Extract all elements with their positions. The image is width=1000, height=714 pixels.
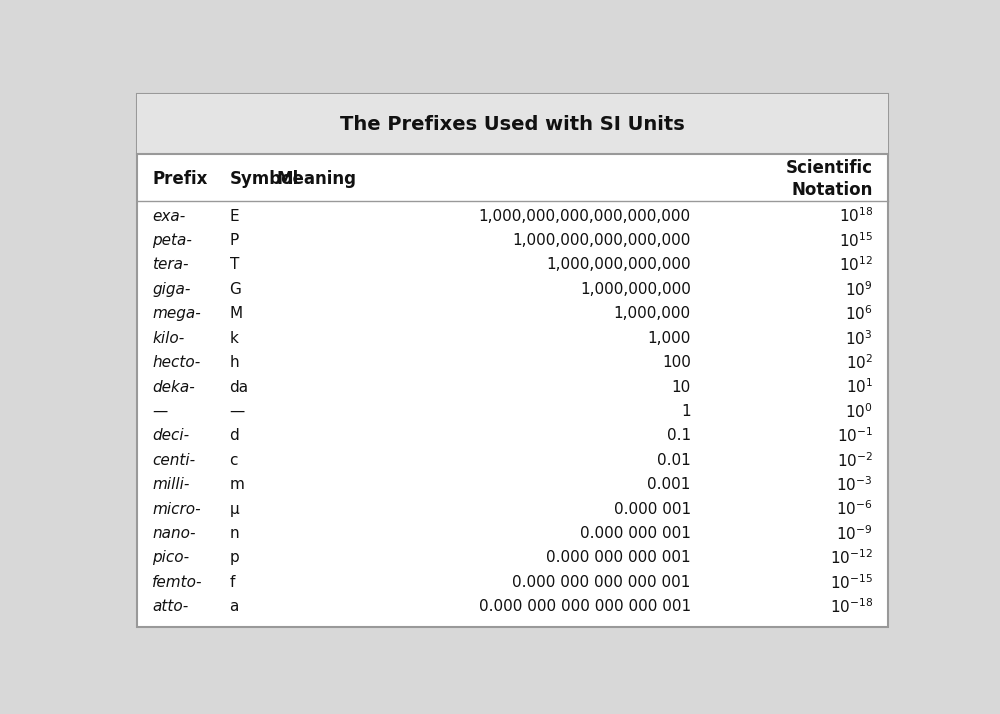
Text: 0.000 000 000 000 001: 0.000 000 000 000 001	[512, 575, 691, 590]
Text: milli-: milli-	[152, 477, 190, 492]
Text: $10^{3}$: $10^{3}$	[845, 329, 873, 348]
Text: Meaning: Meaning	[276, 170, 356, 188]
Text: The Prefixes Used with SI Units: The Prefixes Used with SI Units	[340, 115, 685, 134]
Text: m: m	[230, 477, 244, 492]
Text: —: —	[152, 404, 167, 419]
Text: deka-: deka-	[152, 380, 195, 395]
Text: peta-: peta-	[152, 233, 192, 248]
Text: mega-: mega-	[152, 306, 201, 321]
Text: $10^{-12}$: $10^{-12}$	[830, 548, 873, 568]
Text: 1: 1	[681, 404, 691, 419]
Text: $10^{-6}$: $10^{-6}$	[836, 500, 873, 518]
Text: $10^{15}$: $10^{15}$	[839, 231, 873, 250]
Text: giga-: giga-	[152, 282, 190, 297]
Text: exa-: exa-	[152, 208, 185, 223]
Text: tera-: tera-	[152, 258, 189, 273]
Text: $10^{1}$: $10^{1}$	[846, 378, 873, 396]
Text: M: M	[230, 306, 243, 321]
Text: hecto-: hecto-	[152, 355, 200, 370]
Text: Prefix: Prefix	[152, 170, 208, 188]
Text: 10: 10	[672, 380, 691, 395]
Text: $10^{0}$: $10^{0}$	[845, 402, 873, 421]
Text: 0.01: 0.01	[657, 453, 691, 468]
Text: Scientific
Notation: Scientific Notation	[786, 159, 873, 199]
Text: nano-: nano-	[152, 526, 196, 541]
Text: 0.000 000 000 000 000 001: 0.000 000 000 000 000 001	[479, 599, 691, 614]
Text: f: f	[230, 575, 235, 590]
Text: 1,000,000,000,000,000: 1,000,000,000,000,000	[512, 233, 691, 248]
Text: a: a	[230, 599, 239, 614]
Text: femto-: femto-	[152, 575, 203, 590]
Text: —: —	[230, 404, 245, 419]
Text: 0.000 000 001: 0.000 000 001	[580, 526, 691, 541]
Text: micro-: micro-	[152, 502, 201, 517]
Text: 0.001: 0.001	[647, 477, 691, 492]
Text: $10^{-15}$: $10^{-15}$	[830, 573, 873, 592]
Text: 100: 100	[662, 355, 691, 370]
Text: 0.1: 0.1	[667, 428, 691, 443]
Text: $10^{6}$: $10^{6}$	[845, 304, 873, 323]
Text: kilo-: kilo-	[152, 331, 184, 346]
Text: $10^{18}$: $10^{18}$	[839, 207, 873, 226]
Text: 0.000 001: 0.000 001	[614, 502, 691, 517]
Text: 1,000,000: 1,000,000	[614, 306, 691, 321]
Text: d: d	[230, 428, 239, 443]
Text: E: E	[230, 208, 239, 223]
FancyBboxPatch shape	[137, 94, 888, 154]
Text: G: G	[230, 282, 242, 297]
Text: atto-: atto-	[152, 599, 188, 614]
Text: $10^{-9}$: $10^{-9}$	[836, 524, 873, 543]
Text: Symbol: Symbol	[230, 170, 299, 188]
Text: da: da	[230, 380, 249, 395]
Text: 1,000,000,000,000,000,000: 1,000,000,000,000,000,000	[479, 208, 691, 223]
Text: 1,000: 1,000	[647, 331, 691, 346]
Text: 0.000 000 000 001: 0.000 000 000 001	[546, 550, 691, 565]
Text: 1,000,000,000,000: 1,000,000,000,000	[546, 258, 691, 273]
Text: T: T	[230, 258, 239, 273]
Text: P: P	[230, 233, 239, 248]
Text: $10^{-18}$: $10^{-18}$	[830, 598, 873, 616]
Text: $10^{-1}$: $10^{-1}$	[837, 426, 873, 446]
Text: $10^{-2}$: $10^{-2}$	[837, 451, 873, 470]
Text: $10^{9}$: $10^{9}$	[845, 280, 873, 298]
Text: pico-: pico-	[152, 550, 189, 565]
Text: centi-: centi-	[152, 453, 195, 468]
Text: c: c	[230, 453, 238, 468]
Text: 1,000,000,000: 1,000,000,000	[580, 282, 691, 297]
Text: $10^{12}$: $10^{12}$	[839, 256, 873, 274]
Text: $10^{-3}$: $10^{-3}$	[836, 476, 873, 494]
Text: deci-: deci-	[152, 428, 189, 443]
Text: p: p	[230, 550, 239, 565]
Text: $10^{2}$: $10^{2}$	[846, 353, 873, 372]
Text: k: k	[230, 331, 239, 346]
FancyBboxPatch shape	[137, 94, 888, 627]
Text: n: n	[230, 526, 239, 541]
Text: μ: μ	[230, 502, 239, 517]
Text: h: h	[230, 355, 239, 370]
